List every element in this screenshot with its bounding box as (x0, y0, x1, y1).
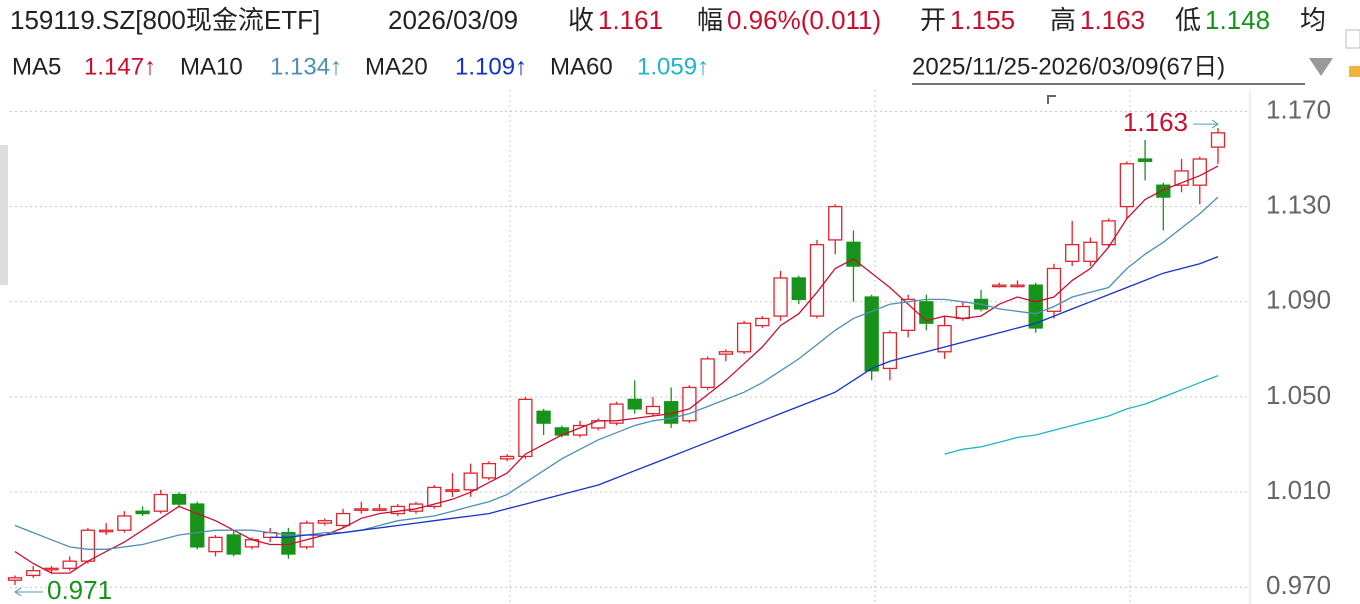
candle-body (98, 529, 114, 533)
candle-body (682, 386, 697, 422)
close-value: 1.161 (598, 5, 663, 35)
candle-body (1192, 158, 1207, 186)
candle-body (1083, 241, 1098, 262)
ma-line (270, 255, 1219, 539)
candle-body (26, 570, 41, 577)
candle-body (1065, 244, 1080, 262)
candle-body (135, 510, 150, 515)
open-value: 1.155 (950, 5, 1015, 35)
candle-body (882, 332, 898, 370)
ma-line (14, 165, 1219, 574)
y-tick-label: 1.050 (1266, 380, 1331, 410)
max-annotation: 1.163 (1123, 107, 1188, 137)
candle-body (773, 277, 788, 317)
annotation-arrow (14, 587, 43, 597)
candle-body (1156, 184, 1171, 198)
candle-body (992, 284, 1007, 288)
candle-body (864, 296, 879, 372)
legend-value: 1.059↑ (637, 53, 709, 80)
symbol: 159119.SZ[800现金流ETF] (10, 5, 320, 35)
ma-line (944, 374, 1219, 455)
candle-body (955, 305, 970, 320)
candle-body (1119, 163, 1135, 208)
candle-body (645, 405, 661, 415)
avg-label: 均 (1300, 5, 1326, 35)
candle-body (718, 351, 734, 355)
open-label: 开 (920, 5, 946, 35)
corner-mark (1047, 95, 1056, 104)
candle-body (1101, 220, 1116, 246)
candle-body (499, 455, 515, 460)
candle-body (937, 324, 952, 353)
candle-body (700, 358, 715, 389)
change-value: 0.96%(0.011) (727, 5, 881, 35)
high-label: 高 (1050, 5, 1076, 35)
min-annotation: 0.971 (47, 575, 112, 604)
close-label: 收 (568, 5, 594, 35)
legend-value: 1.134↑ (270, 53, 342, 80)
candle-body (1046, 267, 1062, 312)
candle-body (190, 503, 205, 548)
legend-name: MA5 (12, 53, 61, 80)
candle-body (335, 512, 351, 527)
candle-body (208, 536, 223, 553)
ma-line (14, 196, 1219, 550)
low-value: 1.148 (1205, 5, 1270, 35)
candle-body (1010, 284, 1025, 288)
y-tick-label: 1.010 (1266, 475, 1331, 505)
candle-body (317, 520, 333, 524)
high-value: 1.163 (1080, 5, 1145, 35)
legend-name: MA10 (180, 53, 243, 80)
candle-body (62, 560, 77, 569)
candle-body (554, 427, 569, 436)
candle-body (627, 398, 642, 410)
candle-body (755, 317, 770, 327)
candle-body (117, 515, 132, 531)
candle-body (226, 534, 241, 555)
side-icon[interactable] (1345, 29, 1360, 49)
candle-body (809, 244, 825, 317)
candle-body (1137, 158, 1153, 163)
candle-body (372, 508, 387, 511)
legend-name: MA20 (365, 53, 428, 80)
candle-body (7, 577, 23, 581)
legend-value: 1.109↑ (455, 53, 527, 80)
candle-body (445, 489, 460, 492)
candle-body (609, 403, 624, 424)
range-dropdown[interactable] (1309, 58, 1333, 76)
y-tick-label: 1.130 (1266, 189, 1331, 219)
legend-value: 1.147↑ (84, 53, 156, 80)
scrollbar[interactable] (0, 145, 8, 285)
change-label: 幅 (697, 5, 723, 35)
candle-body (791, 277, 806, 301)
annotation-arrow (1193, 119, 1219, 129)
candle-body (828, 205, 843, 241)
candle-body (1210, 132, 1226, 148)
candle-body (463, 472, 478, 491)
legend-name: MA60 (550, 53, 613, 80)
candle-body (153, 493, 168, 512)
candle-body (591, 420, 606, 429)
side-badge (1349, 66, 1360, 77)
candle-body (481, 462, 497, 479)
candle-body (354, 508, 369, 511)
candle-body (171, 493, 187, 505)
y-tick-label: 0.970 (1266, 570, 1331, 600)
y-tick-label: 1.090 (1266, 285, 1331, 315)
low-label: 低 (1175, 5, 1201, 35)
candle-body (1028, 284, 1043, 329)
candle-body (736, 322, 752, 353)
date: 2026/03/09 (388, 5, 518, 35)
y-tick-label: 1.170 (1266, 94, 1331, 124)
candle-body (80, 529, 96, 562)
candle-body (44, 567, 59, 571)
candle-body (536, 410, 551, 424)
candle-body (518, 398, 533, 458)
date-range[interactable]: 2025/11/25-2026/03/09(67日) (912, 53, 1225, 80)
candle-body (427, 486, 442, 508)
